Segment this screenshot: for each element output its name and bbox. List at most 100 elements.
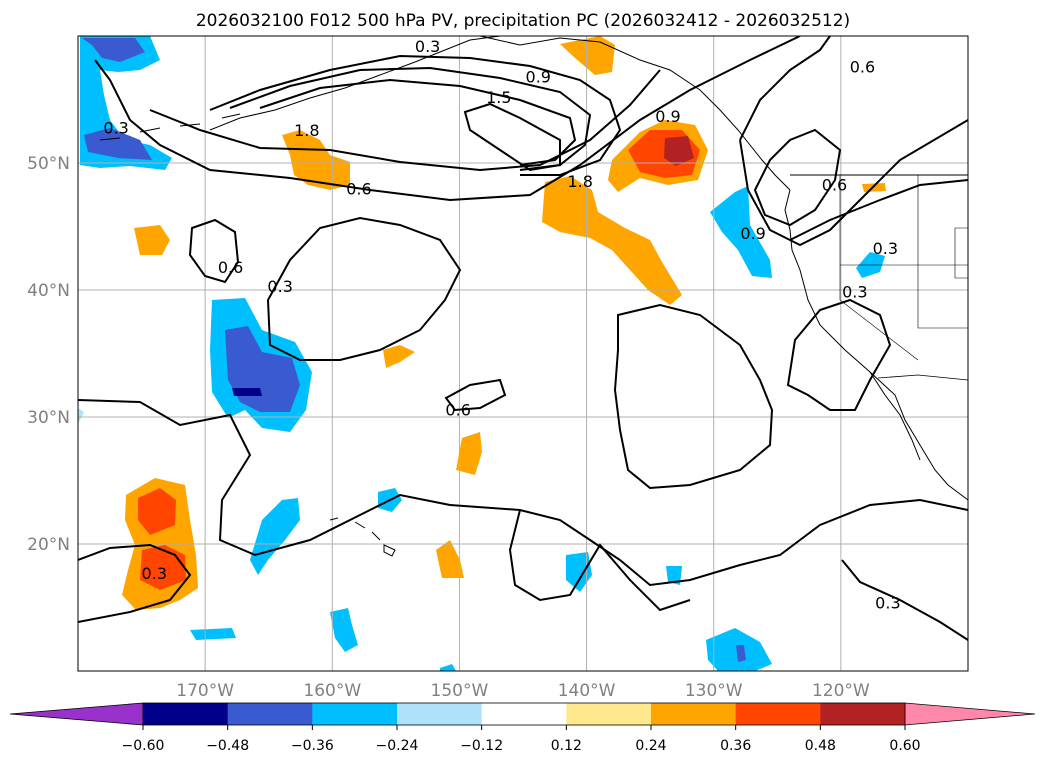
pv-contours: [78, 36, 968, 641]
colorbar-tick-label: 0.48: [805, 738, 836, 754]
lon-tick-label: 170°W: [176, 681, 234, 701]
coast-namerica-west: [784, 189, 968, 501]
pos-region-3: [560, 36, 615, 75]
lon-tick-label: 150°W: [431, 681, 489, 701]
contour-label: 0.3: [103, 118, 128, 137]
neg-region-h: [710, 186, 772, 278]
colorbar: [9, 702, 1036, 726]
contour-label: 1.5: [486, 88, 511, 107]
pos-region-8: [436, 540, 464, 578]
contour-label: 0.3: [415, 37, 440, 56]
map-panel: 0.3 0.9 1.5 1.8 1.8 0.6 0.3 0.6 0.6 0.9 0.3 0.3 0.6 0…: [77, 35, 969, 672]
coast-alaska: [209, 36, 791, 191]
contour-label: 0.3: [875, 593, 900, 612]
lon-tick-label: 130°W: [685, 681, 743, 701]
contour-0.9-east: [753, 128, 842, 227]
contour-1.5: [259, 78, 577, 166]
contour-0.9: [209, 54, 622, 176]
chart-title: 2026032100 F012 500 hPa PV, precipitatio…: [196, 11, 850, 31]
colorbar-frame: [142, 702, 906, 726]
contour-1.2: [229, 66, 592, 171]
contour-label: 0.3: [267, 277, 292, 296]
contour-label: 0.6: [822, 176, 847, 195]
border-us-mex: [877, 374, 968, 381]
colorbar-tick-label: −0.60: [122, 738, 165, 754]
map-frame: [77, 35, 969, 672]
contour-1.8: [463, 102, 561, 172]
neg-region-nw-core: [82, 38, 152, 160]
lat-tick-label: 50°N: [27, 154, 70, 174]
colorbar-tick-labels: −0.60 −0.48 −0.36 −0.24 −0.12 0.12 0.24 0.36 0.4…: [122, 725, 921, 754]
pos-region-10: [862, 183, 886, 192]
colorbar-tick-label: 0.60: [889, 738, 920, 754]
pos-region-6: [383, 345, 415, 368]
contour-label: 0.6: [346, 179, 371, 198]
contour-label: 0.3: [142, 564, 167, 583]
contour-0.3-north: [94, 36, 801, 202]
colorbar-tick-label: 0.24: [635, 738, 666, 754]
contour-0.3-central: [266, 216, 462, 361]
pos-region-7: [456, 432, 482, 475]
colorbar-bin: [481, 703, 567, 725]
contour-label: 0.6: [850, 57, 875, 76]
neg-region-k: [440, 664, 456, 671]
lat-tick-label: 30°N: [27, 408, 70, 428]
pos-region-9-red: [138, 488, 186, 590]
colorbar-bin: [143, 703, 229, 725]
colorbar-extend-min: [9, 702, 144, 726]
colorbar-tick-label: 0.36: [720, 738, 751, 754]
contour-0.6-small: [188, 218, 240, 284]
neg-region-d: [190, 628, 236, 640]
state-lines: [839, 175, 968, 361]
pos-region-4: [542, 176, 682, 305]
colorbar-bin: [735, 703, 821, 725]
neg-region-c: [330, 608, 358, 652]
lon-tick-label: 120°W: [812, 681, 870, 701]
colorbar-tick-label: 0.12: [551, 738, 582, 754]
colorbar-bin: [397, 703, 483, 725]
colorbar-bin: [312, 703, 398, 725]
hawaii-islands: [329, 517, 396, 557]
pos-region-5-core: [664, 136, 694, 166]
neg-region-f: [666, 566, 682, 585]
contour-label: 1.8: [294, 121, 319, 140]
contour-label: 0.9: [655, 107, 680, 126]
pos-region-1: [282, 130, 350, 190]
contour-0.3-mid: [613, 303, 774, 490]
contour-label: 0.3: [873, 239, 898, 258]
colorbar-bin: [566, 703, 652, 725]
colorbar-tick-label: −0.12: [460, 738, 503, 754]
colorbar-tick-label: −0.48: [206, 738, 249, 754]
contour-labels: 0.3 0.9 1.5 1.8 1.8 0.6 0.3 0.6 0.6 0.9 0.3 0.3 0.6 0…: [103, 37, 900, 612]
colorbar-extend-max: [904, 702, 1036, 726]
lat-tick-labels: 20°N 30°N 40°N 50°N: [27, 154, 70, 555]
contour-0.3-s2: [508, 509, 691, 612]
coast-baja: [869, 371, 921, 461]
contour-label: 1.8: [567, 172, 592, 191]
lat-tick-label: 20°N: [27, 535, 70, 555]
contour-label: 0.6: [218, 258, 243, 277]
lon-tick-label: 160°W: [303, 681, 361, 701]
contour-0.3-sw: [78, 543, 192, 623]
colorbar-bin: [651, 703, 737, 725]
lon-tick-labels: 170°W 160°W 150°W 140°W 130°W 120°W: [176, 681, 870, 701]
coastlines: [99, 36, 968, 557]
colorbar-tick-label: −0.24: [376, 738, 419, 754]
aleutians: [99, 113, 241, 141]
contour-label: 0.6: [445, 400, 470, 419]
contour-label: 0.3: [842, 282, 867, 301]
neg-region-a: [250, 498, 300, 575]
lon-tick-label: 140°W: [558, 681, 616, 701]
neg-region-e: [566, 552, 592, 592]
lat-tick-label: 40°N: [27, 281, 70, 301]
contour-0.3-se: [841, 559, 968, 641]
contour-0.3-ca: [786, 298, 892, 411]
colorbar-bin: [820, 703, 906, 725]
contour-0.3-east: [789, 179, 968, 241]
contour-0.3-south: [78, 399, 968, 587]
contour-label: 0.9: [740, 224, 765, 243]
neg-region-central-core: [232, 388, 262, 396]
pos-region-2: [134, 225, 170, 255]
contour-0.6-south: [444, 378, 507, 412]
